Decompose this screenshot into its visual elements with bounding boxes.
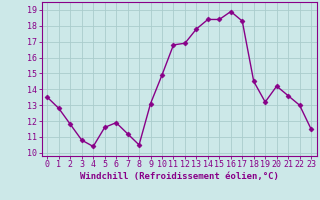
X-axis label: Windchill (Refroidissement éolien,°C): Windchill (Refroidissement éolien,°C) [80, 172, 279, 181]
